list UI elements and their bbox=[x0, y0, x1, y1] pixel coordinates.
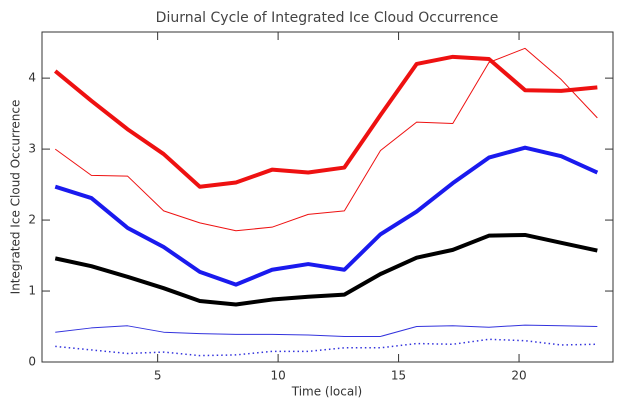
y-tick-label: 0 bbox=[28, 355, 36, 369]
chart-title: Diurnal Cycle of Integrated Ice Cloud Oc… bbox=[156, 10, 499, 26]
series-line bbox=[55, 338, 598, 357]
x-tick-label: 10 bbox=[270, 369, 285, 383]
y-tick-label: 2 bbox=[28, 213, 36, 227]
x-axis-label: Time (local) bbox=[291, 385, 363, 399]
y-tick-label: 4 bbox=[28, 71, 36, 85]
series-line bbox=[54, 145, 599, 287]
series-line bbox=[53, 54, 598, 189]
series-line bbox=[54, 47, 598, 232]
y-axis-label: Integrated Ice Cloud Occurrence bbox=[9, 100, 23, 295]
series-line bbox=[55, 324, 598, 337]
y-tick-label: 1 bbox=[28, 284, 36, 298]
x-tick-label: 15 bbox=[391, 369, 406, 383]
x-tick-label: 5 bbox=[154, 369, 162, 383]
y-tick-label: 3 bbox=[28, 142, 36, 156]
series-line bbox=[54, 232, 598, 307]
plot-frame bbox=[41, 31, 614, 363]
x-tick-label: 20 bbox=[511, 369, 526, 383]
